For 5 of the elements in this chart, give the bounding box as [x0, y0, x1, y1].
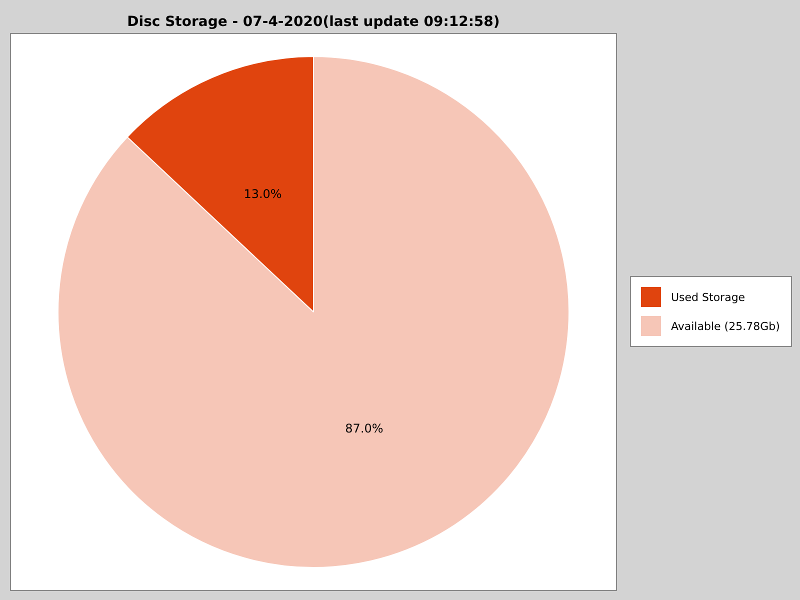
chart-title: Disc Storage - 07-4-2020(last update 09:12:58): [126, 14, 501, 30]
legend-label: Used Storage: [671, 290, 746, 304]
data-label: 87.0%: [345, 421, 384, 436]
slice-label: Available (25.78Gb): [671, 320, 780, 332]
data-label: 13.0%: [244, 186, 282, 201]
